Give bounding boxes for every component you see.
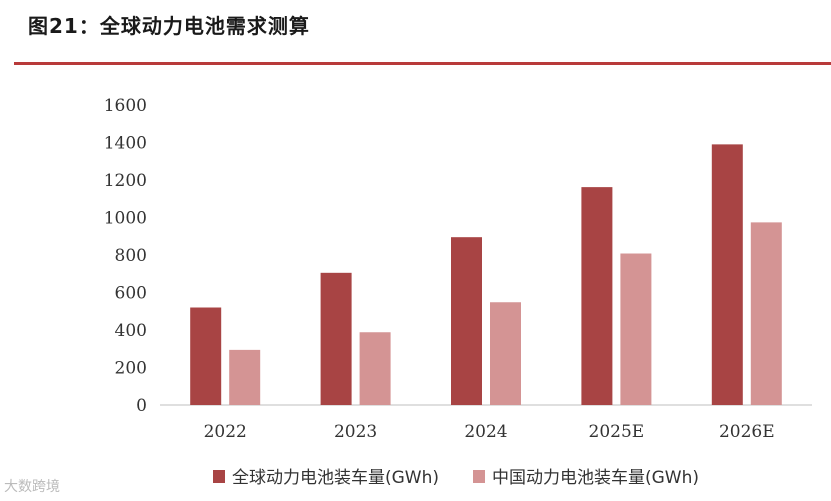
legend-label: 中国动力电池装车量(GWh): [492, 468, 699, 488]
bar-china-2026E: [750, 222, 782, 405]
bar-global-2024: [451, 237, 482, 405]
y-tick-label: 200: [115, 359, 147, 379]
legend: 全球动力电池装车量(GWh) 中国动力电池装车量(GWh): [213, 468, 699, 488]
y-tick-label: 400: [115, 321, 147, 341]
watermark: 大数跨境: [4, 479, 60, 495]
bar-global-2022: [190, 307, 222, 405]
bar-china-2022: [229, 349, 261, 405]
bar-global-2026E: [711, 144, 743, 405]
y-tick-label: 1000: [104, 209, 147, 229]
bar-china-2025E: [620, 253, 652, 405]
y-tick-label: 1600: [104, 96, 147, 116]
y-axis-ticks: 0 200 400 600 800 1000 1200 1400 1600: [104, 96, 147, 416]
legend-label: 全球动力电池装车量(GWh): [232, 468, 439, 488]
x-tick-label: 2022: [204, 422, 247, 442]
bar-global-2025E: [581, 187, 613, 405]
y-tick-label: 0: [136, 396, 147, 416]
y-tick-label: 1200: [104, 171, 147, 191]
bar-global-2023: [320, 272, 352, 405]
chart-title: 图21：全球动力电池需求测算: [28, 14, 310, 38]
legend-swatch: [213, 470, 225, 483]
y-tick-label: 600: [115, 284, 147, 304]
x-tick-label: 2023: [334, 422, 377, 442]
bar-china-2023: [359, 332, 391, 405]
x-axis-ticks: 2022 2023 2024 2025E 2026E: [204, 422, 775, 442]
x-tick-label: 2026E: [719, 422, 775, 442]
x-tick-label: 2024: [464, 422, 507, 442]
y-tick-label: 800: [115, 246, 147, 266]
title-divider: [14, 62, 831, 65]
bar-china-2024: [490, 302, 521, 405]
legend-swatch: [473, 470, 485, 483]
x-tick-label: 2025E: [589, 422, 645, 442]
bars: [190, 144, 782, 405]
y-tick-label: 1400: [104, 134, 147, 154]
